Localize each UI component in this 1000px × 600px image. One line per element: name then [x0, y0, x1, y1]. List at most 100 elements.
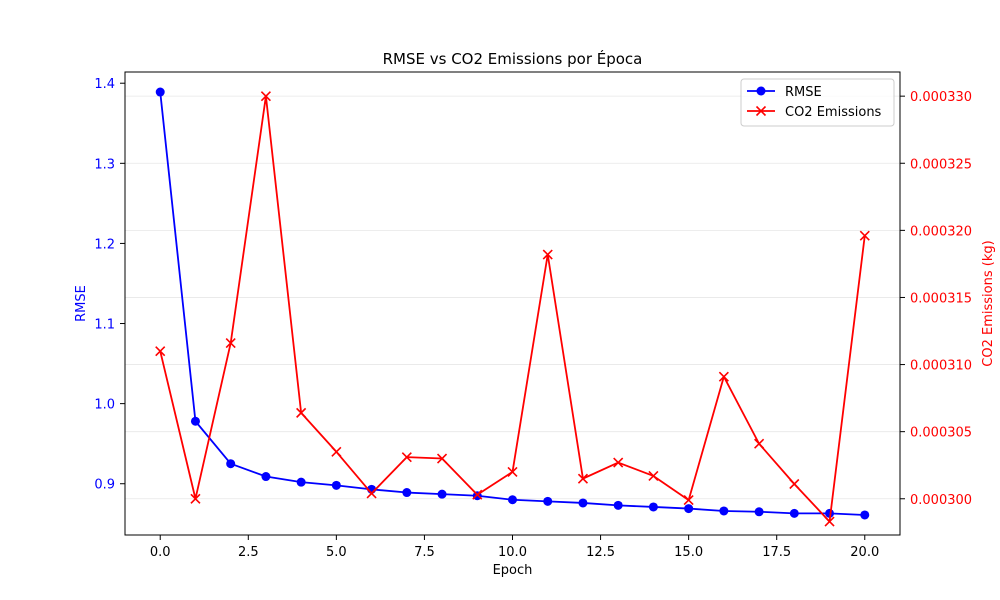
x-tick-label-1: 2.5: [238, 545, 259, 560]
grid-lines: [125, 95, 900, 500]
co2-emissions-point-7: [401, 452, 412, 463]
rmse-point-15: [684, 504, 694, 514]
co2-emissions-point-12-stroke-b: [577, 473, 589, 484]
co2-emissions-point-17-stroke-b: [754, 438, 765, 449]
x-tick-label-6: 15.0: [674, 545, 703, 560]
co2-emissions-point-0: [155, 346, 166, 357]
x-tick-label-3: 7.5: [414, 545, 435, 560]
co2-emissions-point-7-stroke-b: [401, 452, 412, 463]
co2-emissions-point-2: [225, 338, 236, 349]
co2-emissions-point-12: [577, 473, 589, 484]
rmse-point-13: [613, 500, 623, 510]
rmse-line: [159, 91, 865, 516]
co2-emissions-point-16-stroke-b: [718, 371, 729, 382]
co2-emissions-point-8: [436, 453, 448, 464]
rmse-point-1: [190, 416, 200, 426]
chart-title: RMSE vs CO2 Emissions por Época: [383, 49, 643, 68]
rmse-point-11: [543, 496, 553, 506]
rmse-point-10: [508, 495, 517, 505]
co2-emissions-point-13: [613, 457, 624, 468]
co2-emissions-point-16: [718, 371, 729, 382]
x-tick-label-5: 12.5: [586, 545, 615, 560]
left-y-tick-label-5: 1.4: [94, 77, 115, 92]
x-tick-label-8: 20.0: [850, 545, 879, 560]
co2-emissions-point-1: [190, 493, 201, 504]
co2-emissions-point-4: [296, 407, 307, 418]
co2-emissions-point-15-stroke-b: [683, 495, 694, 506]
legend-box: [740, 78, 895, 127]
co2-emissions-point-11: [542, 249, 553, 260]
rmse-point-18: [789, 508, 799, 518]
plot-area-frame: [124, 71, 901, 536]
co2-emissions-point-9-stroke-b: [472, 489, 483, 500]
co2-emissions-point-3: [260, 91, 271, 102]
legend-items: RMSE CO2 Emissions: [747, 85, 882, 120]
right-y-tick-label-0: 0.000300: [910, 493, 972, 508]
left-y-tick-label-0: 0.9: [94, 478, 115, 493]
co2-emissions-point-17: [754, 438, 765, 449]
co2-emissions-point-19-stroke-b: [824, 516, 835, 527]
x-axis-label: Epoch: [493, 563, 533, 578]
rmse-point-8: [437, 489, 447, 499]
right-y-axis-label: CO2 Emissions (kg): [981, 240, 996, 366]
co2-emissions-point-3-stroke-b: [260, 91, 271, 102]
left-y-axis-label: RMSE: [74, 285, 89, 322]
right-y-tick-label-3: 0.000315: [910, 291, 972, 306]
rmse-point-3: [261, 472, 271, 482]
co2-emissions-point-11-stroke-b: [542, 249, 553, 260]
co2-emissions-point-4-stroke-b: [296, 407, 307, 418]
rmse-point-2: [226, 459, 236, 469]
x-tick-label-0: 0.0: [150, 545, 171, 560]
co2-emissions-line: [159, 95, 866, 523]
legend: RMSE CO2 Emissions: [740, 78, 895, 127]
right-y-tick-label-6: 0.000330: [910, 90, 972, 105]
x-tick-label-7: 17.5: [762, 545, 791, 560]
legend-item-co2-emissions: CO2 Emissions: [747, 105, 882, 120]
co2-emissions-point-20-stroke-b: [859, 230, 870, 241]
co2-emissions-point-5-stroke-b: [331, 446, 342, 457]
rmse-point-17: [754, 507, 764, 517]
legend-label-co2-emissions: CO2 Emissions: [785, 105, 882, 120]
rmse-point-16: [719, 506, 729, 516]
co2-emissions-point-8-stroke-b: [436, 453, 448, 464]
rmse-point-20: [860, 510, 870, 520]
co2-emissions-point-0-stroke-b: [155, 346, 166, 357]
left-y-tick-label-4: 1.3: [94, 157, 115, 172]
rmse-point-12: [578, 498, 588, 508]
rmse-point-19: [825, 508, 835, 518]
co2-emissions-point-1-stroke-b: [190, 493, 201, 504]
co2-emissions-point-18-stroke-b: [789, 478, 800, 490]
co2-emissions-point-2-stroke-b: [225, 338, 236, 349]
right-y-tick-label-2: 0.000310: [910, 359, 972, 374]
co2-emissions-point-10-stroke-b: [507, 466, 518, 477]
legend-marker-co2-emissions-b: [755, 105, 767, 117]
co2-emissions-point-19: [824, 516, 835, 527]
co2-emissions-point-13-stroke-b: [613, 457, 624, 468]
co2-emissions-point-18: [789, 478, 800, 490]
legend-marker-rmse: [756, 86, 766, 96]
x-tick-label-2: 5.0: [326, 545, 347, 560]
co2-emissions-point-14: [648, 470, 659, 482]
co2-emissions-point-6-stroke-b: [366, 488, 377, 499]
axes: 0.0 2.5 5.0 7.5 10.0 12.5 15.0 17.5 20.0 0.9 1.0 1.…: [94, 77, 972, 560]
left-y-tick-label-3: 1.2: [94, 237, 115, 252]
rmse-point-0: [155, 87, 165, 97]
legend-item-rmse: RMSE: [747, 85, 822, 100]
co2-emissions-point-14-stroke-b: [648, 470, 659, 482]
co2-emissions-point-6: [366, 488, 377, 499]
right-y-tick-label-4: 0.000320: [910, 224, 972, 239]
rmse-point-4: [296, 477, 306, 487]
left-y-tick-label-1: 1.0: [94, 398, 115, 413]
right-y-tick-label-1: 0.000305: [910, 426, 972, 441]
co2-emissions-point-15: [683, 495, 694, 506]
co2-emissions-point-9: [472, 489, 483, 500]
legend-label-rmse: RMSE: [785, 85, 822, 100]
series-layer: [155, 87, 870, 527]
left-y-tick-label-2: 1.1: [94, 318, 115, 333]
co2-emissions-point-20: [859, 230, 870, 241]
rmse-point-7: [402, 488, 412, 498]
co2-emissions-point-10: [507, 466, 518, 477]
rmse-point-14: [648, 502, 658, 512]
x-tick-label-4: 10.0: [498, 545, 527, 560]
